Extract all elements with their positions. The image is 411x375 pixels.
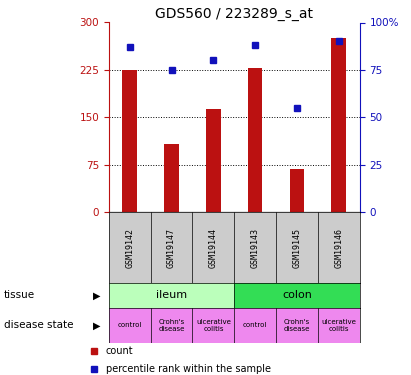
Text: GSM19147: GSM19147 bbox=[167, 228, 176, 267]
Text: ▶: ▶ bbox=[93, 290, 101, 300]
Text: GSM19144: GSM19144 bbox=[209, 228, 218, 267]
Bar bbox=[122, 70, 137, 212]
Text: GSM19145: GSM19145 bbox=[293, 228, 301, 267]
Bar bbox=[290, 169, 304, 212]
Text: GSM19143: GSM19143 bbox=[251, 228, 260, 267]
Text: ulcerative
colitis: ulcerative colitis bbox=[321, 319, 356, 332]
Text: Crohn's
disease: Crohn's disease bbox=[284, 319, 310, 332]
Text: colon: colon bbox=[282, 290, 312, 300]
Bar bbox=[206, 109, 221, 212]
Text: GSM19146: GSM19146 bbox=[334, 228, 343, 267]
Text: control: control bbox=[243, 322, 267, 328]
Text: count: count bbox=[106, 346, 134, 356]
Text: disease state: disease state bbox=[4, 320, 74, 330]
Text: Crohn's
disease: Crohn's disease bbox=[158, 319, 185, 332]
Text: ▶: ▶ bbox=[93, 320, 101, 330]
Title: GDS560 / 223289_s_at: GDS560 / 223289_s_at bbox=[155, 8, 313, 21]
Bar bbox=[331, 38, 346, 212]
Text: ileum: ileum bbox=[156, 290, 187, 300]
Text: control: control bbox=[118, 322, 142, 328]
Bar bbox=[248, 68, 263, 212]
Text: ulcerative
colitis: ulcerative colitis bbox=[196, 319, 231, 332]
Text: percentile rank within the sample: percentile rank within the sample bbox=[106, 364, 271, 374]
Bar bbox=[164, 144, 179, 212]
Text: GSM19142: GSM19142 bbox=[125, 228, 134, 267]
Text: tissue: tissue bbox=[4, 290, 35, 300]
